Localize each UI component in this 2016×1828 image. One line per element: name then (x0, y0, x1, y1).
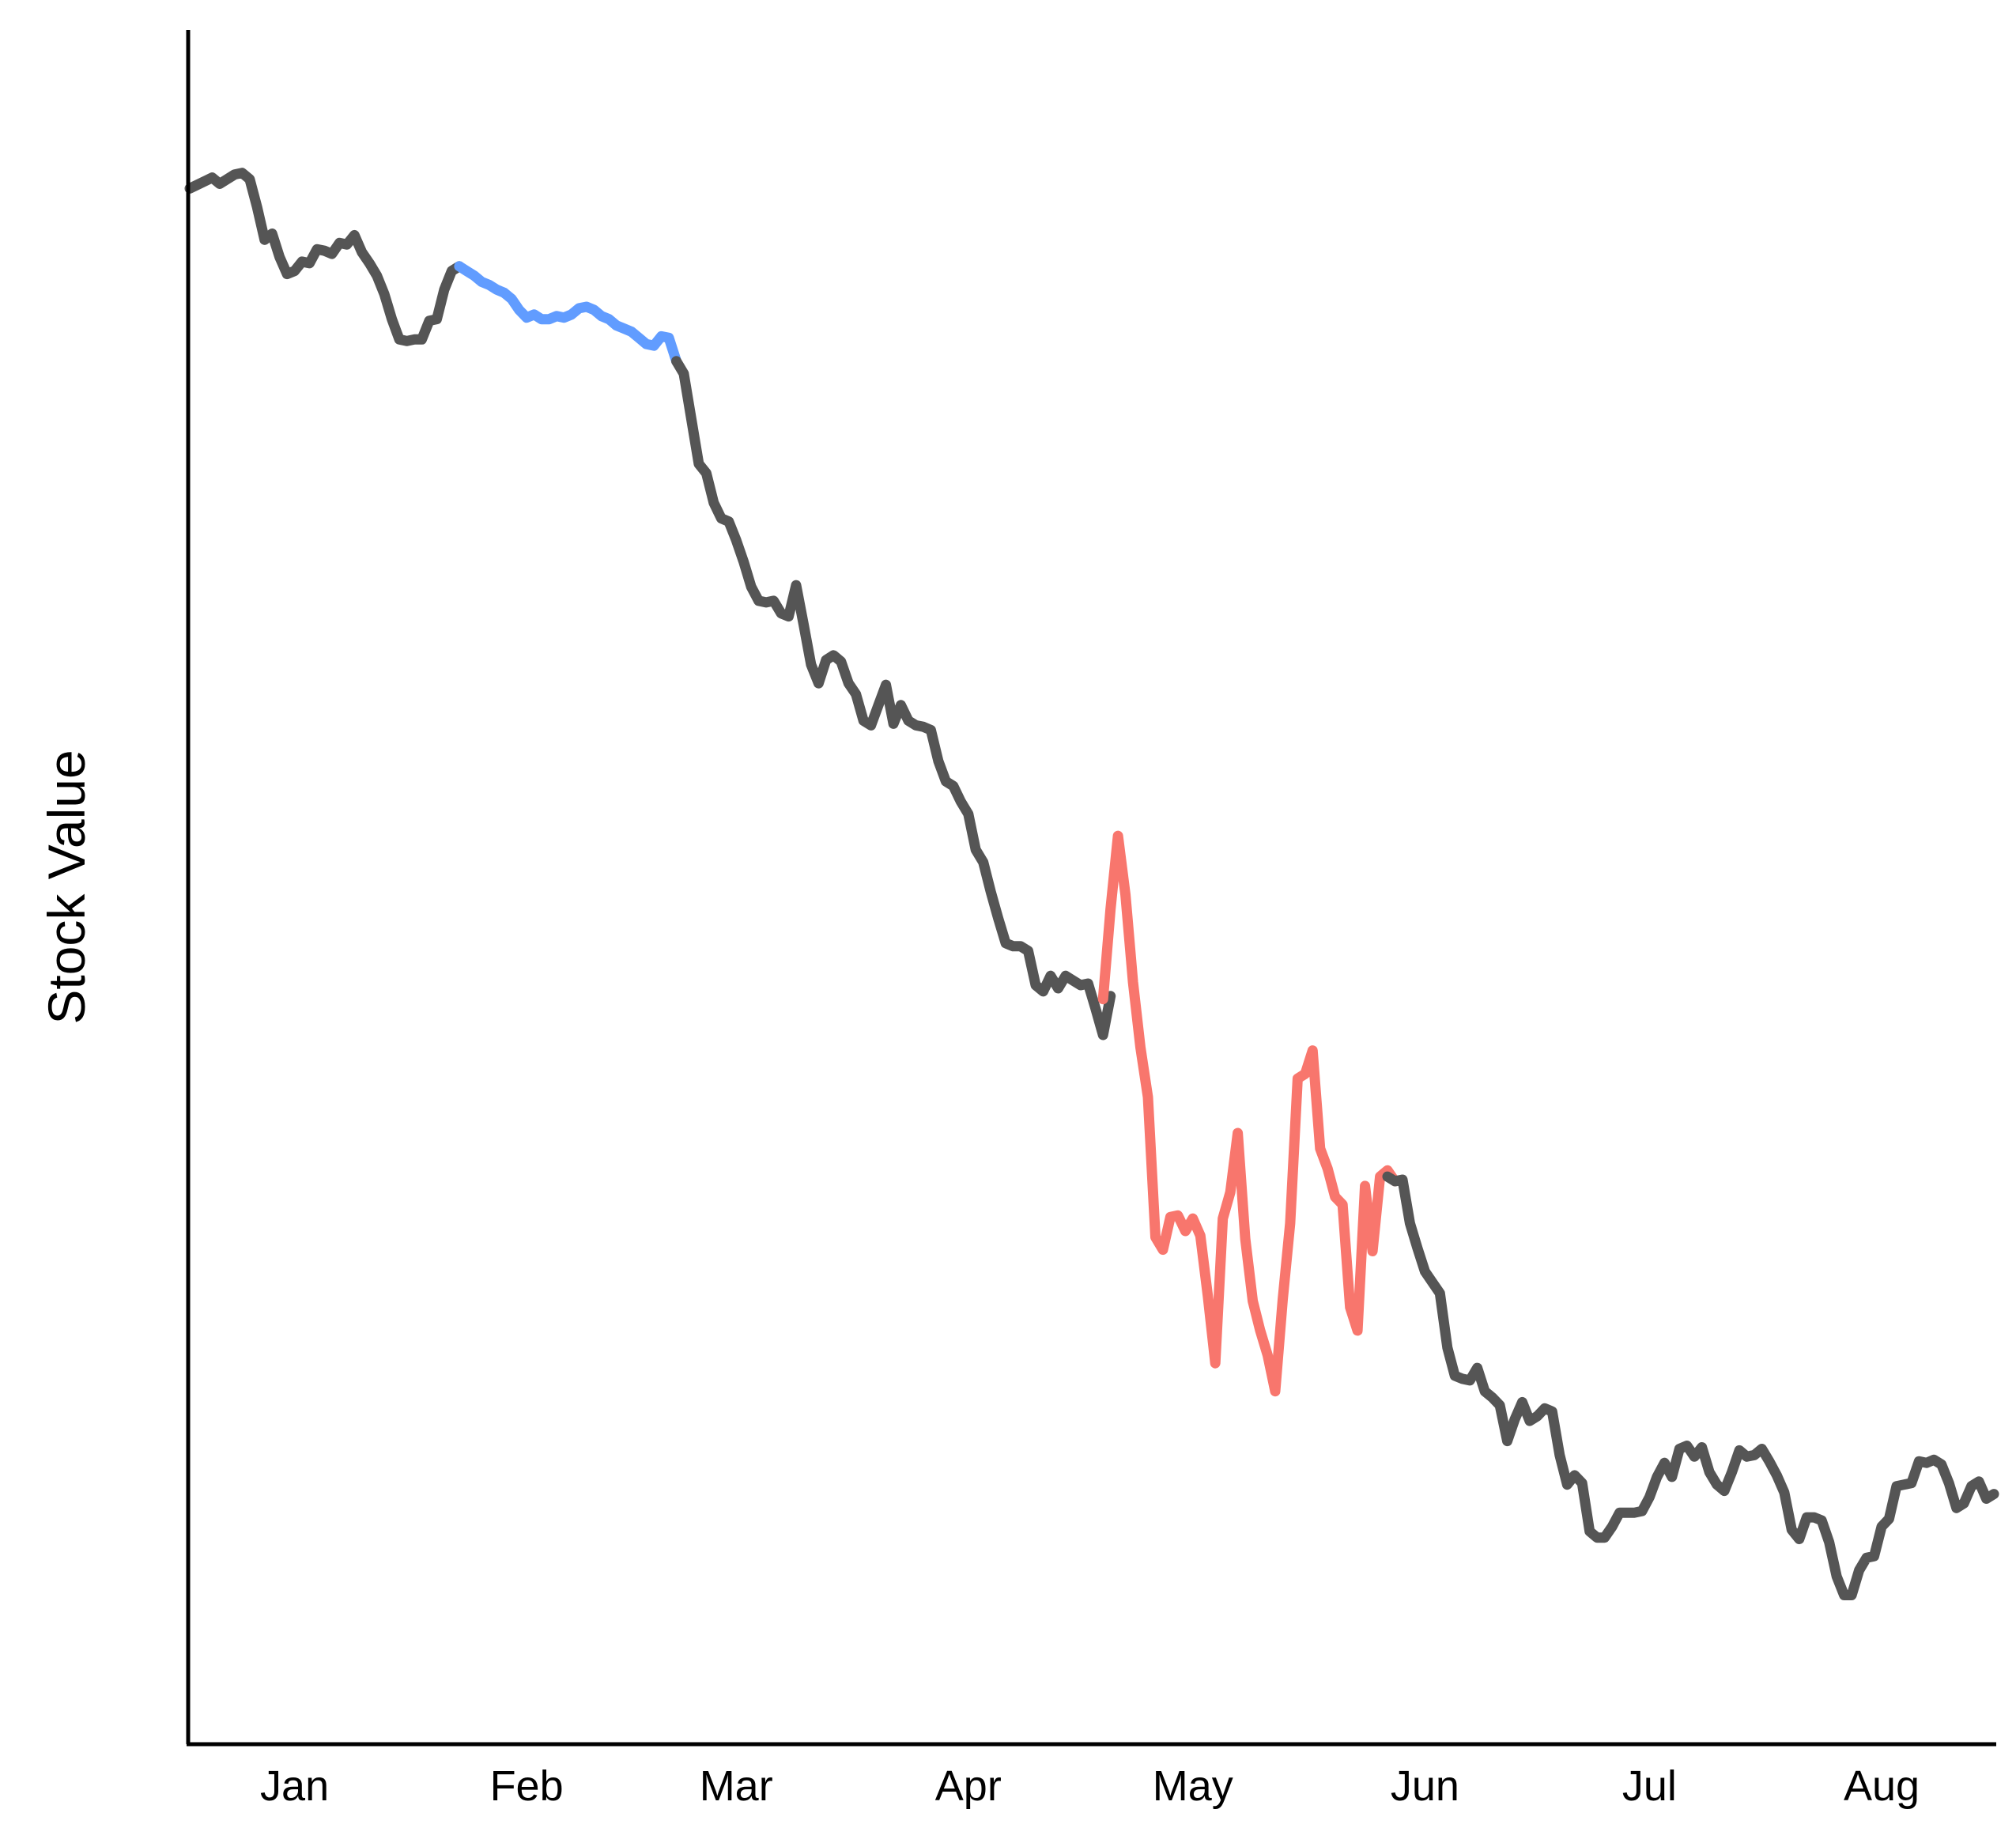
x-tick-label-apr: Apr (935, 1762, 1002, 1810)
x-tick-label-jul: Jul (1622, 1762, 1677, 1810)
x-tick-label-may: May (1153, 1762, 1233, 1810)
series-line-1 (184, 168, 465, 346)
x-tick-label-mar: Mar (700, 1762, 773, 1810)
x-tick-label-feb: Feb (490, 1762, 564, 1810)
series-layer (184, 168, 1999, 1600)
x-tick-labels: Jan Feb Mar Apr May Jun Jul Aug (260, 1762, 1920, 1810)
x-tick-label-aug: Aug (1844, 1762, 1920, 1810)
x-tick-label-jan: Jan (260, 1762, 329, 1810)
x-tick-label-jun: Jun (1391, 1762, 1459, 1810)
y-axis-title: Stock Value (37, 750, 96, 1024)
series-line-4 (1097, 830, 1400, 1397)
series-line-3 (671, 356, 1116, 1041)
series-line-2 (454, 261, 681, 367)
series-line-5 (1382, 1171, 1999, 1600)
